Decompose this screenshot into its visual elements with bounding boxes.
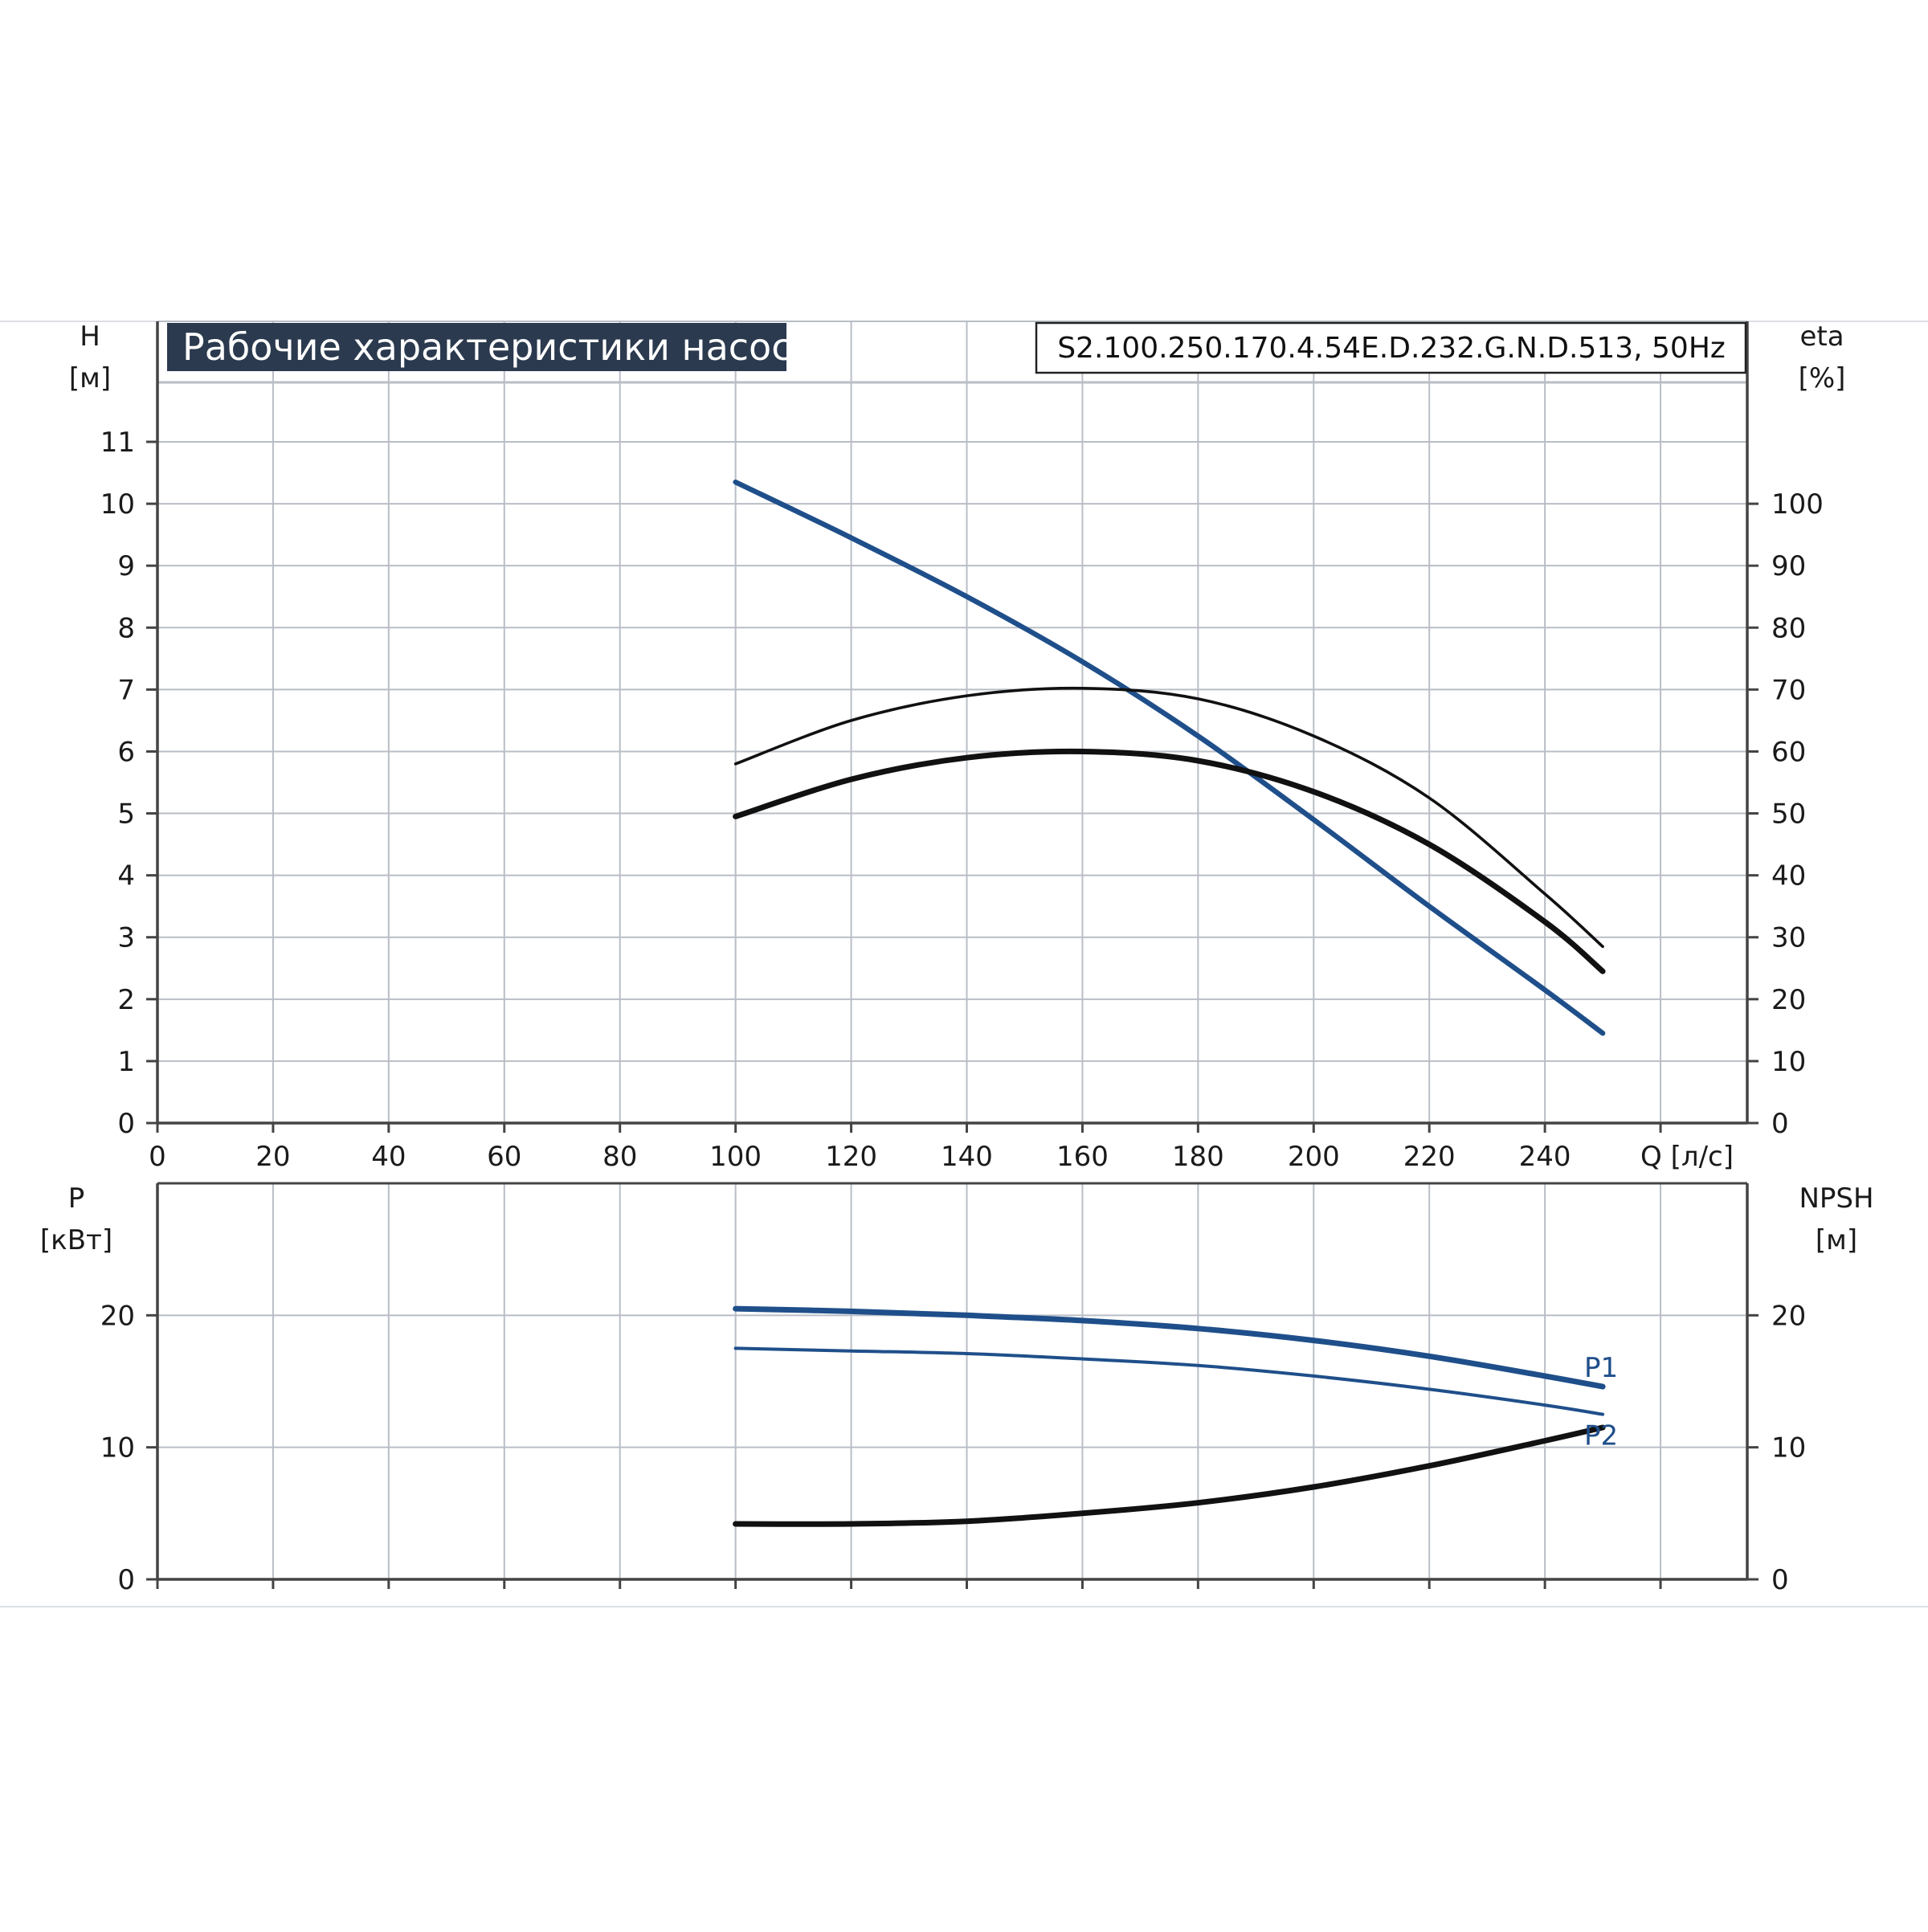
panel1-series-curve-2 <box>733 686 1604 949</box>
model-label: S2.100.250.170.4.54E.D.232.G.N.D.513, 50… <box>1057 332 1726 365</box>
panel1-right-axis-unit: [%] <box>1799 362 1846 394</box>
panel1-ytick-left-label: 2 <box>117 984 135 1016</box>
xtick-label: 200 <box>1288 1141 1340 1173</box>
chart-title: Рабочие характеристики насоса <box>182 325 815 369</box>
panel1-ytick-right-label: 0 <box>1771 1108 1789 1140</box>
panel1-ytick-right-label: 40 <box>1771 860 1806 892</box>
panel1-ytick-left-label: 6 <box>117 736 135 768</box>
panel1-ytick-left-label: 7 <box>117 674 135 706</box>
panel2-left-axis-title: P <box>68 1182 85 1215</box>
panel1-ytick-right-label: 20 <box>1771 984 1806 1016</box>
panel2-ytick-left-label: 0 <box>117 1564 135 1596</box>
xtick-label: 240 <box>1519 1141 1571 1173</box>
panel1-ytick-right-label: 30 <box>1771 922 1806 954</box>
panel1-ytick-right-label: 90 <box>1771 550 1806 582</box>
panel1-ytick-right-label: 70 <box>1771 674 1806 706</box>
panel1-ytick-left-label: 8 <box>117 612 135 644</box>
xtick-label: 20 <box>255 1141 290 1173</box>
x-axis-title: Q [л/с] <box>1640 1141 1734 1173</box>
panel2-ytick-right-label: 20 <box>1771 1300 1806 1332</box>
panel1-ytick-left-label: 0 <box>117 1108 135 1140</box>
model-box <box>1035 321 1747 374</box>
panel1-ytick-left-label: 3 <box>117 922 135 954</box>
panel2-series-p1 <box>733 1305 1606 1390</box>
chart-title-box <box>167 323 786 371</box>
panel2-right-axis-title: NPSH <box>1799 1182 1873 1215</box>
xtick-label: 40 <box>371 1141 406 1173</box>
panel1-left-axis-title: H <box>80 321 100 353</box>
series-label-p1: P1 <box>1584 1352 1618 1384</box>
panel2-series-p2 <box>733 1346 1605 1416</box>
panel1-series-curve-3 <box>733 748 1606 974</box>
xtick-label: 60 <box>487 1141 521 1173</box>
xtick-label: 140 <box>941 1141 993 1173</box>
panel1-ytick-left-label: 10 <box>100 488 135 521</box>
panel2-series-curve-3 <box>733 1424 1606 1527</box>
series-label-p2: P2 <box>1584 1420 1618 1452</box>
panel1-ytick-right-label: 80 <box>1771 612 1806 644</box>
xtick-label: 120 <box>825 1141 877 1173</box>
panel1-ytick-left-label: 5 <box>117 799 135 831</box>
panel2-ytick-left-label: 10 <box>100 1432 135 1464</box>
panel2-ytick-right-label: 0 <box>1771 1564 1789 1596</box>
panel1-ytick-right-label: 50 <box>1771 799 1806 831</box>
xtick-label: 180 <box>1172 1141 1224 1173</box>
panel1-ytick-right-label: 10 <box>1771 1046 1806 1078</box>
panel1-ytick-right-label: 100 <box>1771 488 1824 521</box>
panel2-ytick-left-label: 20 <box>100 1300 135 1332</box>
xtick-label: 220 <box>1403 1141 1456 1173</box>
xtick-label: 0 <box>149 1141 166 1173</box>
xtick-label: 160 <box>1056 1141 1109 1173</box>
panel1-ytick-left-label: 1 <box>117 1046 135 1078</box>
panel1-series-curve-1 <box>733 479 1606 1036</box>
panel2-right-axis-unit: [м] <box>1816 1224 1857 1256</box>
panel1-ytick-left-label: 11 <box>100 427 135 459</box>
panel1-ytick-left-label: 9 <box>117 550 135 582</box>
panel1-ytick-right-label: 60 <box>1771 736 1806 768</box>
panel2-left-axis-unit: [кВт] <box>40 1224 112 1256</box>
xtick-label: 80 <box>602 1141 637 1173</box>
xtick-label: 100 <box>709 1141 762 1173</box>
panel1-left-axis-unit: [м] <box>69 362 111 394</box>
panel1-right-axis-title: eta <box>1799 321 1844 353</box>
panel1-ytick-left-label: 4 <box>117 860 135 892</box>
panel2-ytick-right-label: 10 <box>1771 1432 1806 1464</box>
